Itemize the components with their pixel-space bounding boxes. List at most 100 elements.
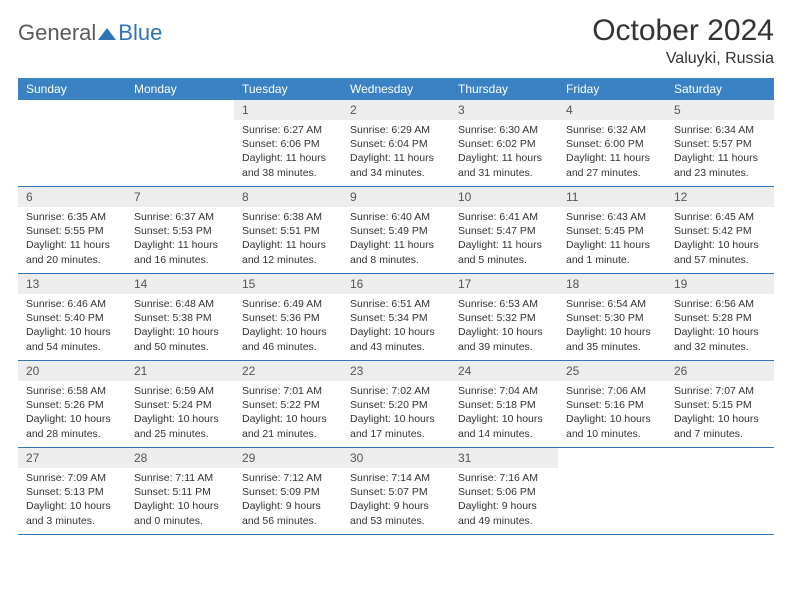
- day-cell: 31Sunrise: 7:16 AMSunset: 5:06 PMDayligh…: [450, 448, 558, 534]
- day-body: Sunrise: 6:30 AMSunset: 6:02 PMDaylight:…: [450, 120, 558, 186]
- day-body: Sunrise: 6:54 AMSunset: 5:30 PMDaylight:…: [558, 294, 666, 360]
- day-cell: 28Sunrise: 7:11 AMSunset: 5:11 PMDayligh…: [126, 448, 234, 534]
- day-body: Sunrise: 6:38 AMSunset: 5:51 PMDaylight:…: [234, 207, 342, 273]
- day-body: Sunrise: 6:40 AMSunset: 5:49 PMDaylight:…: [342, 207, 450, 273]
- day-number: 21: [126, 361, 234, 381]
- daylight-text: Daylight: 10 hours and 54 minutes.: [26, 325, 118, 353]
- daylight-text: Daylight: 11 hours and 16 minutes.: [134, 238, 226, 266]
- day-body: Sunrise: 6:43 AMSunset: 5:45 PMDaylight:…: [558, 207, 666, 273]
- day-number: 27: [18, 448, 126, 468]
- sunset-text: Sunset: 6:04 PM: [350, 137, 442, 151]
- day-body: Sunrise: 6:58 AMSunset: 5:26 PMDaylight:…: [18, 381, 126, 447]
- sunset-text: Sunset: 5:24 PM: [134, 398, 226, 412]
- day-cell: 26Sunrise: 7:07 AMSunset: 5:15 PMDayligh…: [666, 361, 774, 447]
- daylight-text: Daylight: 10 hours and 28 minutes.: [26, 412, 118, 440]
- daylight-text: Daylight: 9 hours and 49 minutes.: [458, 499, 550, 527]
- sunset-text: Sunset: 5:07 PM: [350, 485, 442, 499]
- day-number: 8: [234, 187, 342, 207]
- day-cell: 16Sunrise: 6:51 AMSunset: 5:34 PMDayligh…: [342, 274, 450, 360]
- dow-thursday: Thursday: [450, 78, 558, 100]
- sunset-text: Sunset: 5:26 PM: [26, 398, 118, 412]
- day-cell: 10Sunrise: 6:41 AMSunset: 5:47 PMDayligh…: [450, 187, 558, 273]
- day-number: 1: [234, 100, 342, 120]
- day-number: 25: [558, 361, 666, 381]
- sunset-text: Sunset: 5:47 PM: [458, 224, 550, 238]
- sunrise-text: Sunrise: 6:29 AM: [350, 123, 442, 137]
- day-cell: 22Sunrise: 7:01 AMSunset: 5:22 PMDayligh…: [234, 361, 342, 447]
- day-body: Sunrise: 6:56 AMSunset: 5:28 PMDaylight:…: [666, 294, 774, 360]
- day-number: 22: [234, 361, 342, 381]
- dow-tuesday: Tuesday: [234, 78, 342, 100]
- sunrise-text: Sunrise: 7:06 AM: [566, 384, 658, 398]
- daylight-text: Daylight: 11 hours and 31 minutes.: [458, 151, 550, 179]
- sunrise-text: Sunrise: 7:16 AM: [458, 471, 550, 485]
- day-cell: 29Sunrise: 7:12 AMSunset: 5:09 PMDayligh…: [234, 448, 342, 534]
- day-cell: 14Sunrise: 6:48 AMSunset: 5:38 PMDayligh…: [126, 274, 234, 360]
- day-number: 2: [342, 100, 450, 120]
- sunset-text: Sunset: 5:06 PM: [458, 485, 550, 499]
- day-cell: 21Sunrise: 6:59 AMSunset: 5:24 PMDayligh…: [126, 361, 234, 447]
- location-label: Valuyki, Russia: [592, 50, 774, 68]
- sunset-text: Sunset: 5:20 PM: [350, 398, 442, 412]
- sunrise-text: Sunrise: 6:32 AM: [566, 123, 658, 137]
- day-cell: 17Sunrise: 6:53 AMSunset: 5:32 PMDayligh…: [450, 274, 558, 360]
- day-number: 5: [666, 100, 774, 120]
- day-number: 14: [126, 274, 234, 294]
- sunset-text: Sunset: 6:00 PM: [566, 137, 658, 151]
- logo: General Blue: [18, 20, 162, 46]
- daylight-text: Daylight: 10 hours and 32 minutes.: [674, 325, 766, 353]
- day-body: Sunrise: 7:04 AMSunset: 5:18 PMDaylight:…: [450, 381, 558, 447]
- daylight-text: Daylight: 11 hours and 20 minutes.: [26, 238, 118, 266]
- day-cell: 1Sunrise: 6:27 AMSunset: 6:06 PMDaylight…: [234, 100, 342, 186]
- sunset-text: Sunset: 5:30 PM: [566, 311, 658, 325]
- day-body: Sunrise: 6:29 AMSunset: 6:04 PMDaylight:…: [342, 120, 450, 186]
- week-row: 27Sunrise: 7:09 AMSunset: 5:13 PMDayligh…: [18, 448, 774, 535]
- day-cell: 30Sunrise: 7:14 AMSunset: 5:07 PMDayligh…: [342, 448, 450, 534]
- sunset-text: Sunset: 5:13 PM: [26, 485, 118, 499]
- daylight-text: Daylight: 10 hours and 25 minutes.: [134, 412, 226, 440]
- day-number: 10: [450, 187, 558, 207]
- sunrise-text: Sunrise: 7:11 AM: [134, 471, 226, 485]
- sunrise-text: Sunrise: 6:35 AM: [26, 210, 118, 224]
- day-body: Sunrise: 6:32 AMSunset: 6:00 PMDaylight:…: [558, 120, 666, 186]
- daylight-text: Daylight: 11 hours and 38 minutes.: [242, 151, 334, 179]
- day-cell: 15Sunrise: 6:49 AMSunset: 5:36 PMDayligh…: [234, 274, 342, 360]
- day-body: Sunrise: 6:41 AMSunset: 5:47 PMDaylight:…: [450, 207, 558, 273]
- day-number: 7: [126, 187, 234, 207]
- day-number: 13: [18, 274, 126, 294]
- sunset-text: Sunset: 5:18 PM: [458, 398, 550, 412]
- day-body: Sunrise: 6:53 AMSunset: 5:32 PMDaylight:…: [450, 294, 558, 360]
- logo-triangle-icon: [98, 26, 116, 40]
- day-number: 26: [666, 361, 774, 381]
- dow-sunday: Sunday: [18, 78, 126, 100]
- sunset-text: Sunset: 5:53 PM: [134, 224, 226, 238]
- day-cell: 20Sunrise: 6:58 AMSunset: 5:26 PMDayligh…: [18, 361, 126, 447]
- daylight-text: Daylight: 11 hours and 8 minutes.: [350, 238, 442, 266]
- day-cell: 19Sunrise: 6:56 AMSunset: 5:28 PMDayligh…: [666, 274, 774, 360]
- sunrise-text: Sunrise: 6:30 AM: [458, 123, 550, 137]
- sunset-text: Sunset: 5:15 PM: [674, 398, 766, 412]
- day-cell: [18, 100, 126, 186]
- day-cell: 23Sunrise: 7:02 AMSunset: 5:20 PMDayligh…: [342, 361, 450, 447]
- day-number: [18, 100, 126, 106]
- week-row: 20Sunrise: 6:58 AMSunset: 5:26 PMDayligh…: [18, 361, 774, 448]
- day-body: Sunrise: 6:34 AMSunset: 5:57 PMDaylight:…: [666, 120, 774, 186]
- day-number: 6: [18, 187, 126, 207]
- day-body: Sunrise: 7:01 AMSunset: 5:22 PMDaylight:…: [234, 381, 342, 447]
- dow-saturday: Saturday: [666, 78, 774, 100]
- day-number: 4: [558, 100, 666, 120]
- week-row: 13Sunrise: 6:46 AMSunset: 5:40 PMDayligh…: [18, 274, 774, 361]
- dow-monday: Monday: [126, 78, 234, 100]
- calendar-page: General Blue October 2024 Valuyki, Russi…: [0, 0, 792, 549]
- day-body: Sunrise: 7:09 AMSunset: 5:13 PMDaylight:…: [18, 468, 126, 534]
- sunrise-text: Sunrise: 6:40 AM: [350, 210, 442, 224]
- daylight-text: Daylight: 11 hours and 12 minutes.: [242, 238, 334, 266]
- sunset-text: Sunset: 5:36 PM: [242, 311, 334, 325]
- daylight-text: Daylight: 10 hours and 21 minutes.: [242, 412, 334, 440]
- sunset-text: Sunset: 5:22 PM: [242, 398, 334, 412]
- sunrise-text: Sunrise: 6:37 AM: [134, 210, 226, 224]
- sunset-text: Sunset: 5:57 PM: [674, 137, 766, 151]
- daylight-text: Daylight: 9 hours and 53 minutes.: [350, 499, 442, 527]
- sunrise-text: Sunrise: 7:01 AM: [242, 384, 334, 398]
- sunset-text: Sunset: 5:28 PM: [674, 311, 766, 325]
